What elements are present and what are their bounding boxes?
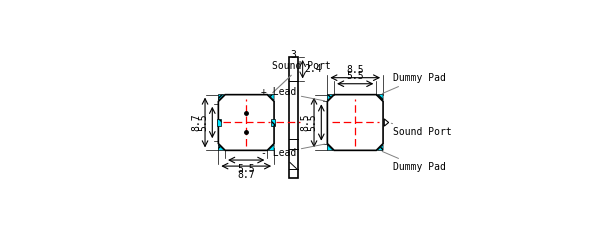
Text: 5.5: 5.5 bbox=[346, 71, 364, 81]
Polygon shape bbox=[328, 145, 333, 150]
Text: 8.5: 8.5 bbox=[301, 114, 310, 131]
Text: Sound Port: Sound Port bbox=[391, 123, 452, 137]
Text: - Lead: - Lead bbox=[261, 144, 325, 158]
Text: 8.7: 8.7 bbox=[192, 114, 201, 131]
Text: Sound Port: Sound Port bbox=[273, 61, 331, 93]
Polygon shape bbox=[219, 145, 224, 150]
Polygon shape bbox=[219, 95, 224, 100]
Text: 5.5: 5.5 bbox=[199, 114, 208, 131]
Text: 3: 3 bbox=[291, 50, 296, 60]
Text: Dummy Pad: Dummy Pad bbox=[382, 73, 446, 94]
Text: 2.4: 2.4 bbox=[304, 64, 322, 74]
FancyBboxPatch shape bbox=[217, 119, 222, 126]
FancyBboxPatch shape bbox=[289, 57, 298, 178]
Polygon shape bbox=[219, 95, 274, 150]
Text: 8.7: 8.7 bbox=[237, 171, 255, 181]
Polygon shape bbox=[377, 95, 383, 100]
Text: 5.5: 5.5 bbox=[308, 114, 317, 131]
Text: 5.5: 5.5 bbox=[237, 164, 255, 174]
Polygon shape bbox=[268, 95, 274, 100]
Polygon shape bbox=[385, 119, 389, 126]
Polygon shape bbox=[328, 95, 333, 100]
FancyBboxPatch shape bbox=[271, 119, 276, 126]
Text: Dummy Pad: Dummy Pad bbox=[382, 151, 446, 172]
Polygon shape bbox=[377, 145, 383, 150]
Text: + Lead: + Lead bbox=[261, 87, 325, 101]
Polygon shape bbox=[268, 145, 274, 150]
Polygon shape bbox=[328, 95, 383, 150]
Text: 8.5: 8.5 bbox=[346, 65, 364, 75]
